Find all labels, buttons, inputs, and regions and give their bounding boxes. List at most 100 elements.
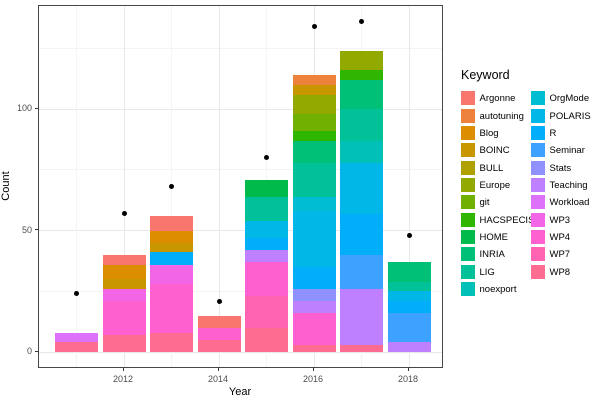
legend-label: Europe <box>479 179 511 191</box>
legend-item-boinc: BOINC <box>460 143 531 159</box>
bar-segment-lig <box>387 281 431 292</box>
legend-swatch <box>530 125 545 140</box>
legend-label: R <box>549 127 557 139</box>
bar-segment-blog <box>102 264 146 280</box>
legend-title: Keyword <box>461 68 510 82</box>
legend-label: WP8 <box>549 266 571 278</box>
legend-swatch <box>460 143 475 158</box>
legend-label: LIG <box>479 266 495 278</box>
legend-label: Stats <box>549 162 572 174</box>
bar-segment-wp8 <box>55 342 98 352</box>
legend-item-teaching: Teaching <box>530 177 600 194</box>
legend-swatch <box>460 264 475 279</box>
legend-item-argonne: Argonne <box>460 91 531 107</box>
x-tick-label: 2018 <box>397 374 419 384</box>
legend-item-stats: Stats <box>530 160 600 177</box>
legend-swatch <box>460 212 475 227</box>
bar-segment-wp3 <box>150 264 193 284</box>
bar-segment-stats <box>292 288 336 301</box>
bar-segment-teaching <box>340 288 383 345</box>
data-point-dot <box>406 232 412 238</box>
bar-segment-wp8 <box>102 335 146 352</box>
legend-label: OrgMode <box>549 93 590 105</box>
y-tick-label: 50 <box>21 224 32 235</box>
bar-segment-polaris <box>340 162 383 214</box>
legend-label: Workload <box>549 197 590 209</box>
bar-segment-workload <box>55 332 98 343</box>
legend-label: POLARIS <box>549 110 591 122</box>
bar-segment-teaching <box>387 342 431 352</box>
y-axis-title: Count <box>0 171 12 201</box>
legend-swatch <box>530 195 545 210</box>
legend-label: Argonne <box>479 93 516 105</box>
legend-item-europe: Europe <box>460 177 531 194</box>
x-gridline-major <box>218 6 220 367</box>
x-axis-tick <box>312 368 314 371</box>
bar-segment-autotuning <box>292 75 336 85</box>
x-tick-label: 2012 <box>112 374 134 384</box>
legend-swatch <box>530 229 545 244</box>
bar-segment-boinc <box>150 242 193 253</box>
y-gridline-major <box>39 351 442 353</box>
legend-label: git <box>479 197 490 209</box>
bar-segment-wp8 <box>292 344 336 352</box>
legend-label: noexport <box>479 283 517 295</box>
y-gridline-minor <box>39 48 442 49</box>
plot-panel <box>38 5 443 368</box>
legend-item-lig: LIG <box>460 264 531 281</box>
bar-segment-lig <box>245 196 288 221</box>
bar-segment-teaching <box>245 250 288 263</box>
y-tick-label: 0 <box>26 346 32 356</box>
bar-segment-wp4 <box>292 313 336 345</box>
data-point-dot <box>359 19 364 25</box>
legend-swatch <box>530 177 545 192</box>
legend-label: WP3 <box>549 214 571 226</box>
x-tick-label: 2016 <box>302 374 324 384</box>
y-gridline-minor <box>39 290 442 292</box>
bar-segment-lig <box>292 162 336 197</box>
x-gridline-major <box>123 6 125 367</box>
legend-label: autotuning <box>479 110 524 122</box>
y-gridline-major <box>39 108 442 110</box>
data-point-dot <box>311 24 317 30</box>
bar-segment-r <box>150 252 193 265</box>
bar-segment-inria <box>292 140 336 163</box>
legend-item-workload: Workload <box>530 195 600 211</box>
legend-label: HOME <box>479 231 509 243</box>
data-point-dot <box>169 184 174 190</box>
bar-segment-r <box>340 213 383 255</box>
x-tick-label: 2014 <box>207 374 229 384</box>
bar-segment-wp8 <box>197 339 241 352</box>
bar-segment-blog <box>150 230 193 243</box>
bar-segment-boinc <box>102 279 146 289</box>
y-tick-label: 100 <box>16 103 32 114</box>
legend-swatch <box>460 281 475 296</box>
bar-segment-argonne <box>197 315 241 328</box>
legend-item-wp8: WP8 <box>530 264 600 281</box>
bar-segment-seminar <box>387 313 431 343</box>
bar-segment-inria <box>340 80 383 110</box>
legend-label: BOINC <box>479 145 510 157</box>
x-axis-title: Year <box>228 386 252 398</box>
bar-segment-wp3 <box>102 288 146 301</box>
legend-item-polaris: POLARIS <box>530 108 600 125</box>
legend-item-seminar: Seminar <box>530 143 600 159</box>
bar-segment-hacspecis <box>340 70 383 81</box>
bar-segment-polaris <box>387 291 431 301</box>
bar-segment-wp4 <box>102 301 146 335</box>
bar-segment-wp4 <box>150 284 193 333</box>
legend-item-orgmode: OrgMode <box>530 91 600 107</box>
bar-segment-r <box>292 267 336 289</box>
legend-item-r: R <box>530 125 600 142</box>
y-gridline-major <box>39 230 442 232</box>
legend-label: Teaching <box>549 179 588 191</box>
legend-label: WP4 <box>549 231 571 243</box>
legend-label: INRIA <box>479 249 505 261</box>
bar-segment-europe <box>340 50 383 71</box>
x-axis-tick <box>407 368 409 371</box>
legend-item-home: HOME <box>460 229 531 246</box>
bar-segment-wp4 <box>245 262 288 297</box>
bar-segment-boinc <box>292 84 336 95</box>
legend-item-wp4: WP4 <box>530 229 600 246</box>
bar-segment-wp8 <box>340 344 383 352</box>
